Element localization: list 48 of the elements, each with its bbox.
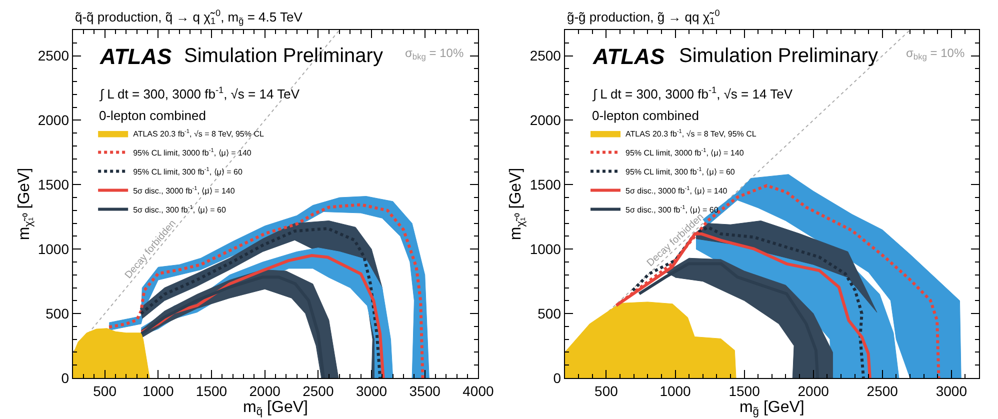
x-tick-label: 500 <box>594 382 618 399</box>
x-tick-label: 2500 <box>866 382 898 399</box>
x-tick-label: 3500 <box>409 382 441 399</box>
x-tick-label: 2500 <box>302 382 334 399</box>
annotation: σ$_{bkg}$ = 10% <box>906 46 965 62</box>
y-tick-label: 2000 <box>530 112 562 128</box>
x-tick-label: 1000 <box>660 382 692 399</box>
x-tick-label: 2000 <box>798 382 830 399</box>
legend-label: 95% CL limit, 3000 fb$^{-1}$, ⟨μ⟩ = 140 <box>626 148 744 158</box>
legend-label: 95% CL limit, 300 fb$^{-1}$, ⟨μ⟩ = 60 <box>133 167 243 176</box>
y-tick-label: 2000 <box>38 112 70 128</box>
y-tick-label: 2500 <box>38 48 70 64</box>
y-tick-label: 1000 <box>38 241 70 258</box>
y-tick-label: 0 <box>553 370 562 386</box>
x-tick-label: 500 <box>93 382 117 399</box>
x-tick-label: 2000 <box>249 382 281 399</box>
x-tick-label: 1000 <box>142 382 174 399</box>
annotation: σ$_{bkg}$ = 10% <box>405 46 464 62</box>
chart-title: q̃-q̃ production, q̃ → q χ̃$_{1}$$^{0}$, m$_{g̃}$ = 4.5 TeV <box>75 8 303 26</box>
y-tick-label: 500 <box>46 305 70 322</box>
annotation: ATLAS <box>592 44 666 69</box>
annotation: Simulation Preliminary <box>184 45 383 67</box>
y-tick-label: 0 <box>61 370 70 386</box>
legend-label: 5σ disc., 300 fb$^{-1}$, ⟨μ⟩ = 60 <box>133 205 226 214</box>
annotation: 0-lepton combined <box>99 108 206 123</box>
x-axis-title: m$_{q̃}$ [GeV] <box>243 398 308 418</box>
annotation: 0-lepton combined <box>592 108 699 123</box>
x-axis-title: m$_{g̃}$ [GeV] <box>739 398 804 418</box>
annotation: ∫ L dt = 300, 3000 fb$^{-1}$, √s = 14 TeV <box>99 85 300 102</box>
y-tick-label: 500 <box>538 305 562 322</box>
legend-label: 95% CL limit, 300 fb$^{-1}$, ⟨μ⟩ = 60 <box>626 167 736 176</box>
legend-label: ATLAS 20.3 fb$^{-1}$, √s = 8 TeV, 95% CL <box>133 129 264 138</box>
x-tick-label: 3000 <box>356 382 388 399</box>
annotation: ATLAS <box>99 44 172 69</box>
annotation: ∫ L dt = 300, 3000 fb$^{-1}$, √s = 14 TeV <box>592 85 793 102</box>
y-tick-label: 2500 <box>530 48 562 64</box>
y-tick-label: 1500 <box>530 176 562 193</box>
legend-label: 5σ disc., 3000 fb$^{-1}$, ⟨μ⟩ = 140 <box>626 186 728 196</box>
x-tick-label: 3000 <box>936 382 968 399</box>
y-tick-label: 1500 <box>38 176 70 193</box>
legend-label: ATLAS 20.3 fb$^{-1}$, √s = 8 TeV, 95% CL <box>626 129 757 138</box>
x-tick-label: 1500 <box>728 382 760 399</box>
y-tick-label: 1000 <box>530 241 562 258</box>
legend-label: 95% CL limit, 3000 fb$^{-1}$, ⟨μ⟩ = 140 <box>133 148 252 158</box>
x-tick-label: 1500 <box>196 382 228 399</box>
annotation: Simulation Preliminary <box>679 45 878 67</box>
x-tick-label: 4000 <box>462 382 494 399</box>
legend-label: 5σ disc., 3000 fb$^{-1}$, ⟨μ⟩ = 140 <box>133 186 236 196</box>
